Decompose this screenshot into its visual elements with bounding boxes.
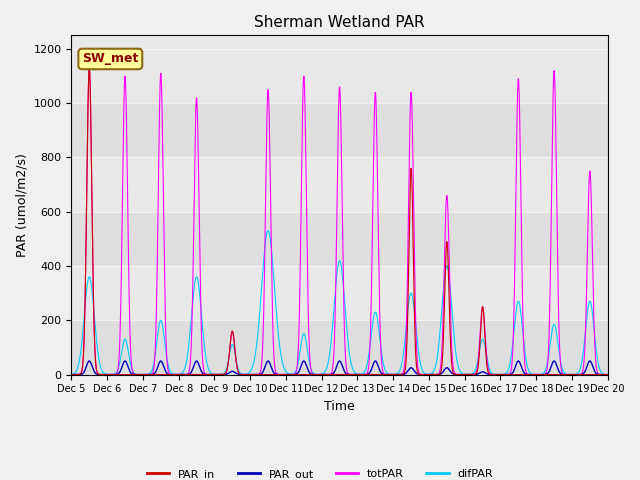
- Bar: [72, 157, 608, 212]
- PAR_in: [68, 372, 76, 377]
- Bar: [72, 320, 608, 374]
- difPAR: [575, 369, 582, 375]
- difPAR: [460, 371, 467, 377]
- PAR_out: [475, 371, 483, 376]
- Bar: [72, 212, 608, 266]
- totPAR: [581, 335, 589, 340]
- Line: PAR_in: PAR_in: [72, 68, 608, 374]
- totPAR: [68, 372, 76, 377]
- difPAR: [138, 372, 146, 377]
- PAR_in: [561, 372, 569, 377]
- PAR_in: [460, 372, 467, 377]
- PAR_out: [604, 372, 612, 377]
- Bar: [72, 266, 608, 320]
- Text: SW_met: SW_met: [82, 52, 138, 65]
- PAR_out: [321, 372, 329, 377]
- Y-axis label: PAR (umol/m2/s): PAR (umol/m2/s): [15, 153, 28, 257]
- totPAR: [86, 65, 93, 71]
- PAR_in: [86, 65, 93, 71]
- difPAR: [582, 330, 589, 336]
- totPAR: [250, 372, 257, 377]
- PAR_out: [575, 372, 582, 377]
- X-axis label: Time: Time: [324, 400, 355, 413]
- PAR_in: [582, 372, 589, 377]
- Line: difPAR: difPAR: [72, 231, 608, 374]
- Title: Sherman Wetland PAR: Sherman Wetland PAR: [254, 15, 425, 30]
- totPAR: [460, 372, 467, 377]
- PAR_out: [461, 372, 468, 377]
- difPAR: [264, 228, 272, 234]
- totPAR: [321, 372, 329, 377]
- PAR_in: [475, 360, 483, 365]
- difPAR: [321, 368, 329, 374]
- Line: PAR_out: PAR_out: [72, 361, 608, 374]
- difPAR: [475, 352, 483, 358]
- difPAR: [604, 372, 612, 377]
- Bar: [72, 49, 608, 103]
- totPAR: [475, 352, 483, 358]
- PAR_out: [582, 368, 589, 373]
- PAR_in: [321, 372, 329, 377]
- PAR_in: [575, 372, 582, 377]
- Line: totPAR: totPAR: [72, 68, 608, 374]
- PAR_out: [68, 372, 76, 377]
- PAR_out: [460, 372, 467, 377]
- PAR_out: [250, 372, 257, 377]
- Legend: PAR_in, PAR_out, totPAR, difPAR: PAR_in, PAR_out, totPAR, difPAR: [143, 464, 497, 480]
- PAR_in: [250, 372, 257, 377]
- Bar: [72, 103, 608, 157]
- PAR_in: [604, 372, 612, 377]
- totPAR: [604, 372, 612, 377]
- difPAR: [68, 372, 76, 377]
- PAR_out: [86, 358, 93, 364]
- difPAR: [250, 360, 257, 365]
- totPAR: [575, 372, 582, 377]
